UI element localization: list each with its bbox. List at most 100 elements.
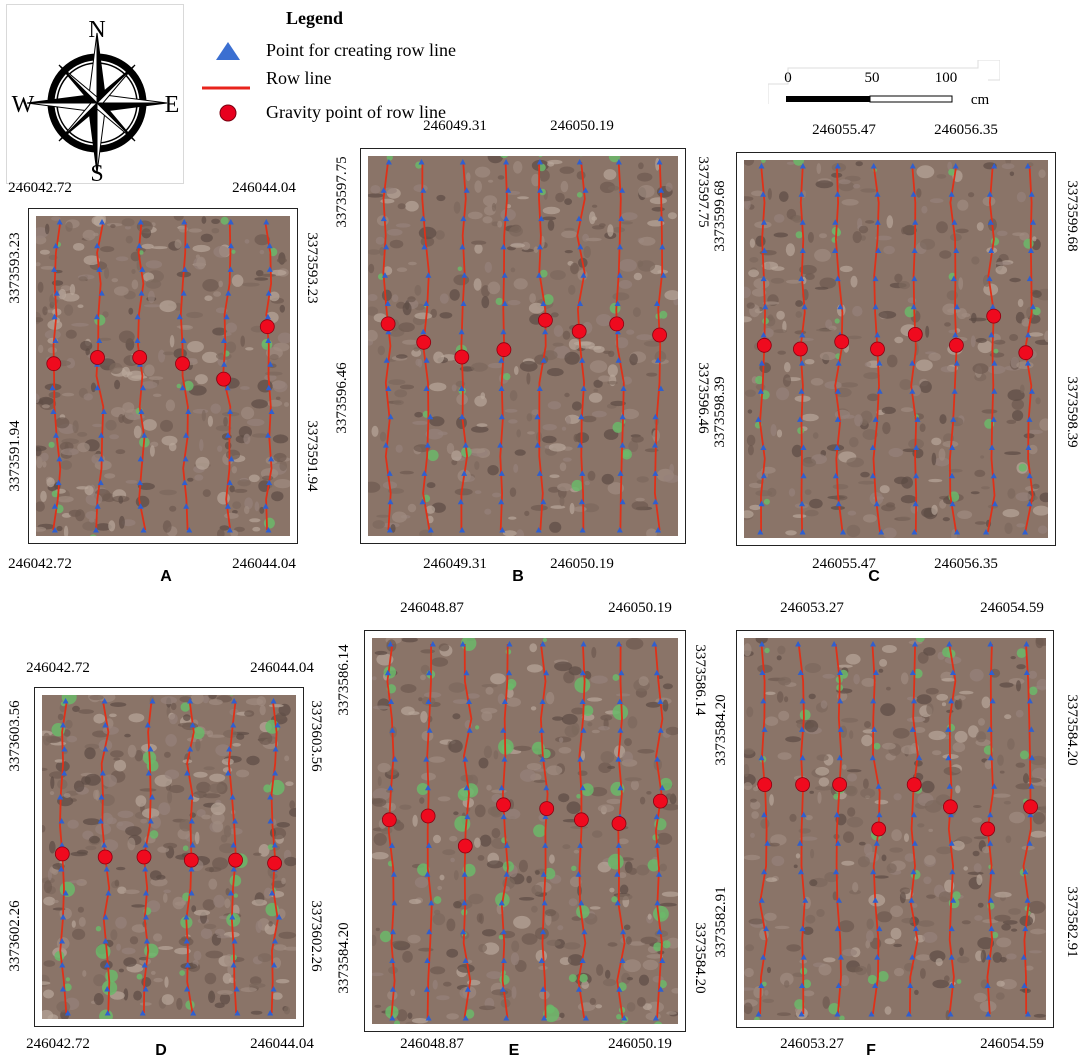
gravity-point <box>793 341 808 357</box>
row-point-marker <box>426 928 433 935</box>
row-point-marker <box>985 954 992 960</box>
row-point-marker <box>231 698 238 704</box>
row-point-marker <box>224 384 231 391</box>
row-point-marker <box>424 957 431 963</box>
row-point-marker <box>498 899 505 906</box>
row-point-marker <box>230 962 237 968</box>
row-line <box>987 165 996 533</box>
row-point-marker <box>758 500 765 507</box>
row-point-marker <box>911 529 918 535</box>
row-point-marker <box>987 897 994 903</box>
row-point-marker <box>534 442 541 448</box>
row-point-marker <box>538 957 545 963</box>
row-point-marker <box>875 247 882 253</box>
gravity-point <box>381 812 397 828</box>
row-point-marker <box>577 300 584 306</box>
row-point-marker <box>799 500 805 507</box>
row-point-marker <box>991 783 998 789</box>
x-coord-top-right: 246050.19 <box>608 600 672 616</box>
row-point-marker <box>503 159 510 165</box>
x-coord-bottom-left: 246042.72 <box>26 1036 90 1052</box>
soil-background <box>744 638 1046 1020</box>
row-point-marker <box>223 313 230 320</box>
row-point-marker <box>142 866 149 872</box>
row-point-marker <box>226 479 233 486</box>
row-point-marker <box>229 794 236 800</box>
row-point-marker <box>1029 754 1035 761</box>
x-coord-bottom-right: 246056.35 <box>934 556 998 572</box>
row-point-marker <box>874 331 881 338</box>
row-point-marker <box>267 818 274 824</box>
row-point-marker <box>989 697 996 704</box>
row-point-marker <box>653 669 660 676</box>
gravity-point <box>1023 799 1039 815</box>
compass-icon: N S E W <box>12 17 180 187</box>
row-point-marker <box>268 455 275 462</box>
row-point-marker <box>989 868 996 875</box>
plant-cluster <box>568 677 594 983</box>
row-point-marker <box>758 754 765 761</box>
y-coord-left-lower: 3373582.91 <box>713 886 729 958</box>
row-point-marker <box>872 897 879 903</box>
row-point-marker <box>833 811 840 818</box>
row-point-marker <box>614 300 621 306</box>
row-point-marker <box>837 726 844 732</box>
row-line <box>616 643 626 1019</box>
row-point-marker <box>801 303 808 310</box>
row-point-marker <box>614 899 621 906</box>
row-point-marker <box>578 413 585 420</box>
panel-label: A <box>160 568 172 585</box>
row-point-marker <box>987 754 994 761</box>
row-point-marker <box>799 529 806 535</box>
compass-east: E <box>165 92 180 118</box>
y-coord-left-lower: 3373596.46 <box>334 362 350 434</box>
row-point-marker <box>836 897 842 903</box>
circle-icon <box>219 104 237 122</box>
row-point-marker <box>421 243 428 250</box>
row-point-marker <box>988 331 995 338</box>
y-coord-right-upper: 3373584.20 <box>1064 694 1080 766</box>
row-point-marker <box>761 247 768 253</box>
row-point-marker <box>423 357 430 363</box>
x-coord-bottom-left: 246049.31 <box>423 556 487 572</box>
row-point-marker <box>652 1015 659 1021</box>
row-point-marker <box>833 868 839 875</box>
gravity-point <box>573 812 589 828</box>
row-point-marker <box>500 727 507 733</box>
row-point-marker <box>234 1010 241 1016</box>
row-point-marker <box>102 722 109 728</box>
y-coord-right-lower: 3373598.39 <box>1064 376 1080 448</box>
row-point-marker <box>537 243 543 250</box>
row-point-marker <box>989 303 996 310</box>
row-point-marker <box>657 698 664 704</box>
row-point-marker <box>986 191 993 197</box>
row-point-marker <box>948 982 955 988</box>
row-point-marker <box>660 272 667 278</box>
row-point-marker <box>427 527 434 533</box>
row-point-marker <box>541 899 548 906</box>
y-coord-right-lower: 3373602.26 <box>308 900 324 972</box>
row-point-marker <box>268 408 275 414</box>
row-point-marker <box>835 840 841 846</box>
row-point-marker <box>134 313 141 320</box>
panel-label: C <box>868 568 880 585</box>
row-point-marker <box>143 938 150 944</box>
row-point-marker <box>540 498 547 505</box>
gravity-point <box>870 341 885 357</box>
row-point-marker <box>53 290 60 296</box>
row-point-marker <box>658 215 664 222</box>
row-point-marker <box>228 242 234 249</box>
row-point-marker <box>541 1015 548 1021</box>
row-point-marker <box>874 219 881 225</box>
gravity-point <box>757 777 773 793</box>
row-point-marker <box>911 811 917 818</box>
row-point-marker <box>389 727 396 733</box>
row-point-marker <box>382 442 389 448</box>
row-point-marker <box>837 303 844 310</box>
row-line <box>462 643 473 1019</box>
row-point-marker <box>51 503 58 509</box>
plant-cluster <box>416 669 442 904</box>
gravity-point <box>611 816 627 831</box>
row-point-marker <box>186 527 193 533</box>
row-point-marker <box>538 215 545 222</box>
